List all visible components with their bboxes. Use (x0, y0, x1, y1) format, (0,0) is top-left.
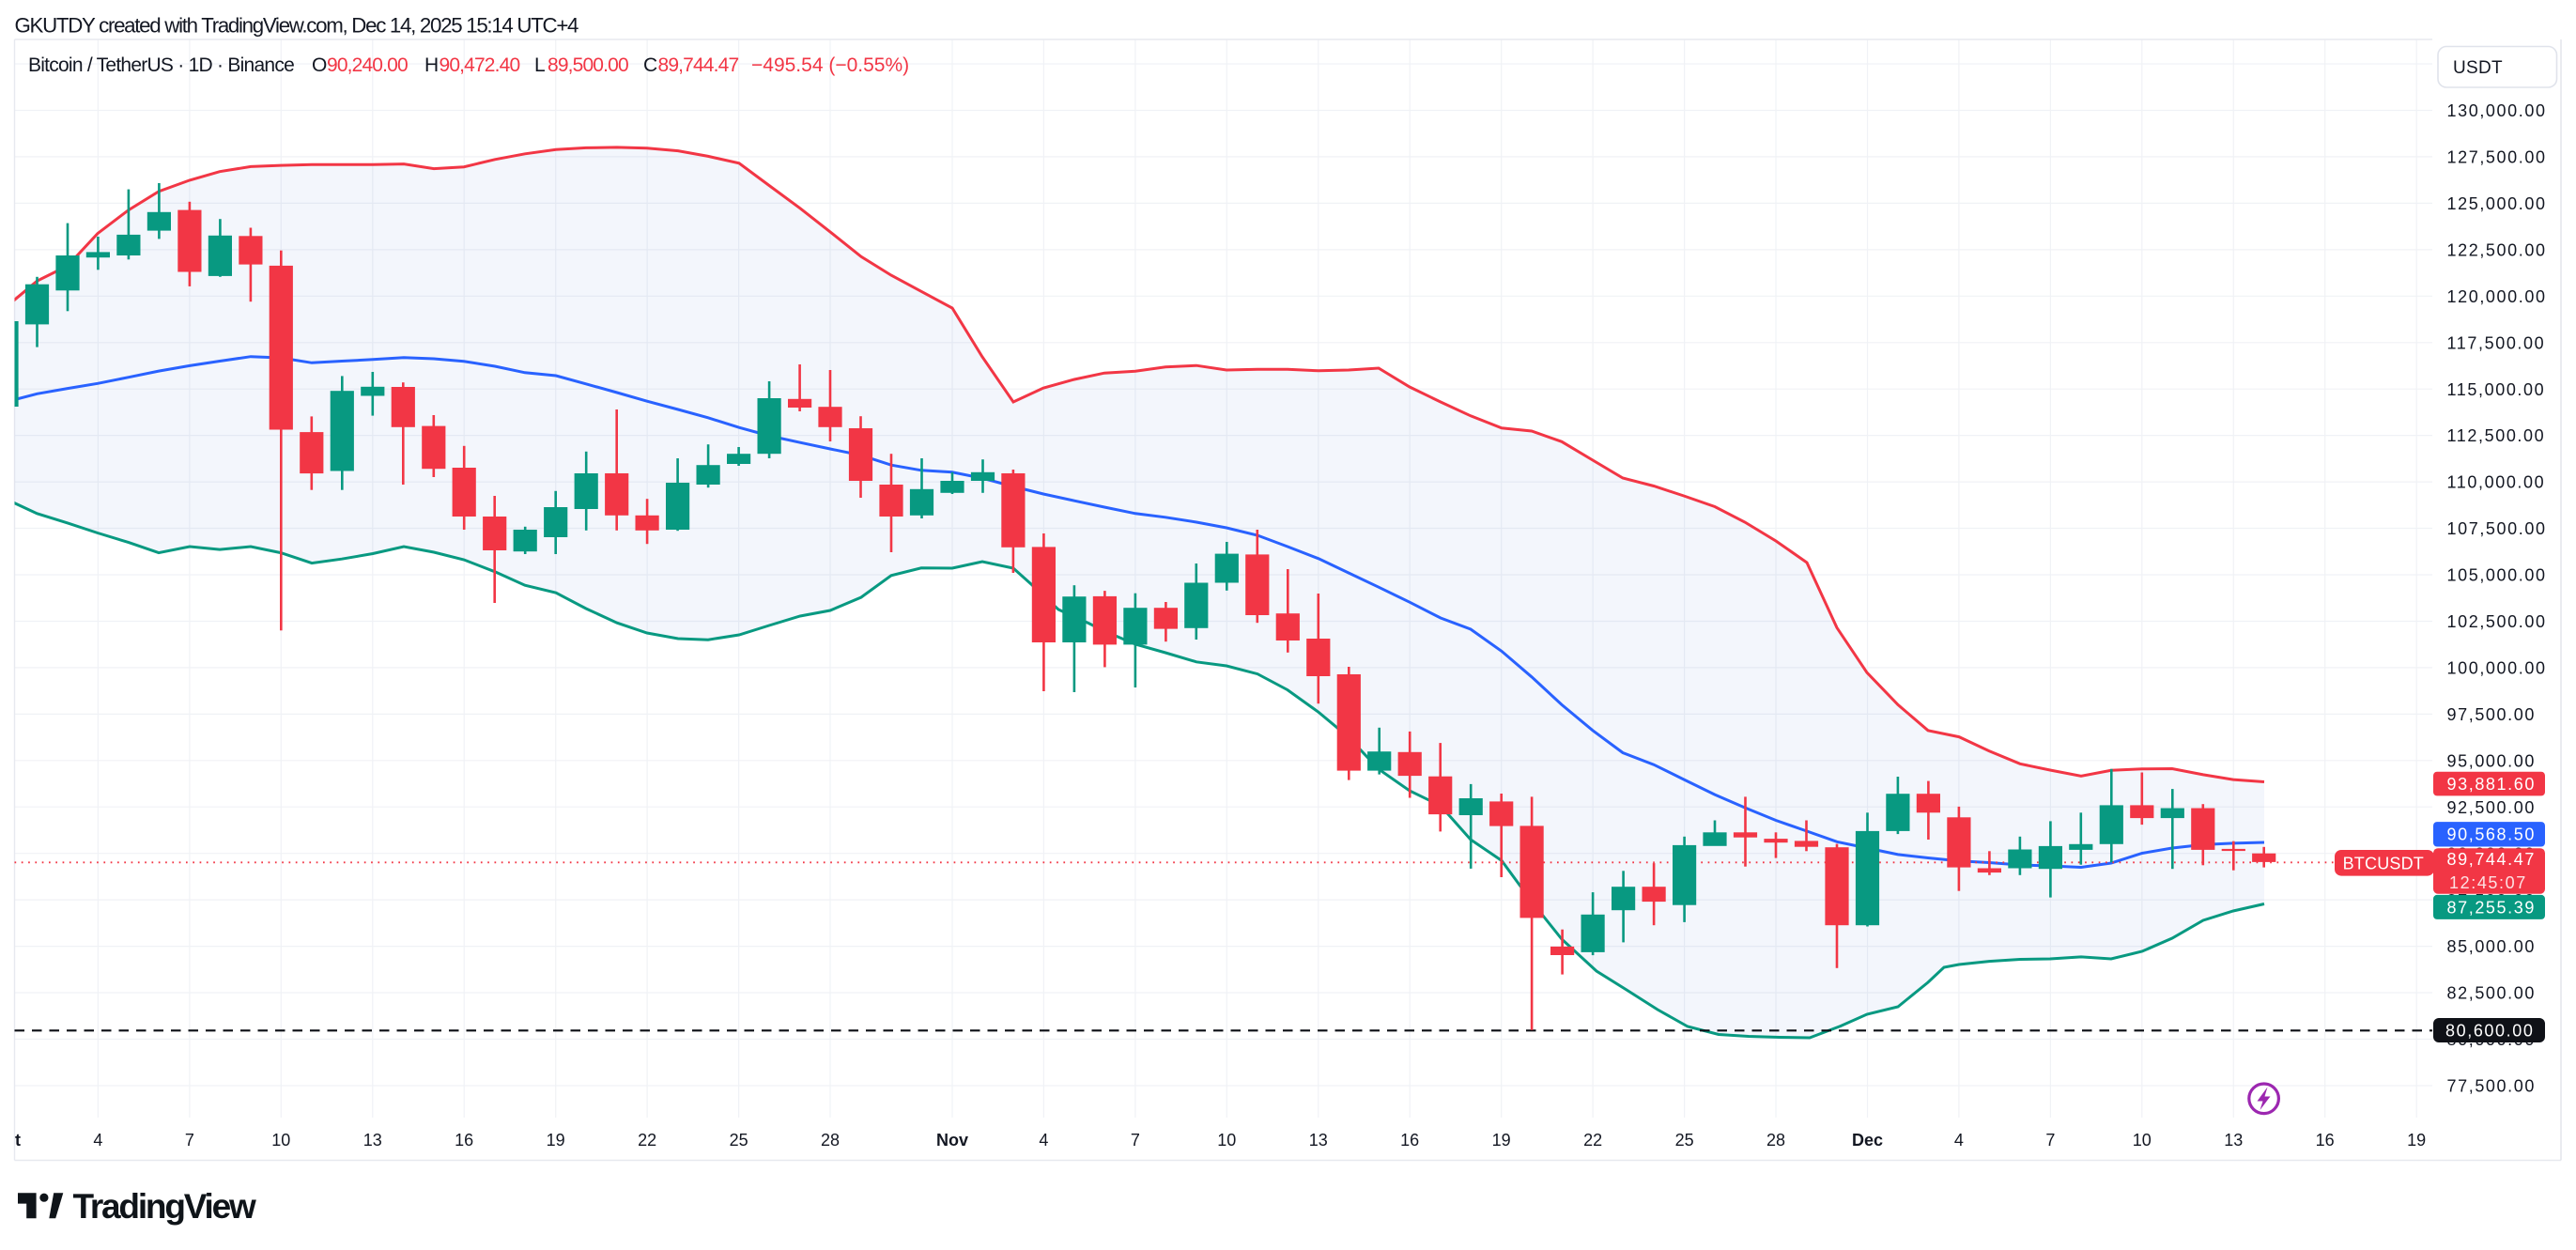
svg-text:102,500.00: 102,500.00 (2447, 612, 2547, 631)
svg-text:28: 28 (1766, 1131, 1785, 1150)
svg-text:19: 19 (547, 1131, 565, 1150)
svg-text:110,000.00: 110,000.00 (2447, 473, 2546, 492)
svg-text:89,500.00: 89,500.00 (548, 54, 628, 76)
svg-text:28: 28 (821, 1131, 840, 1150)
svg-text:115,000.00: 115,000.00 (2447, 380, 2546, 399)
svg-text:125,000.00: 125,000.00 (2447, 194, 2547, 213)
svg-text:Oct: Oct (0, 1131, 21, 1150)
svg-text:4: 4 (1039, 1131, 1048, 1150)
svg-text:BTCUSDT: BTCUSDT (2343, 854, 2424, 872)
svg-text:13: 13 (1309, 1131, 1328, 1150)
svg-text:25: 25 (1675, 1131, 1694, 1150)
svg-text:4: 4 (93, 1131, 102, 1150)
svg-text:−495.54 (−0.55%): −495.54 (−0.55%) (751, 54, 909, 76)
svg-text:TradingView: TradingView (73, 1187, 256, 1226)
svg-text:93,881.60: 93,881.60 (2447, 775, 2536, 794)
svg-text:112,500.00: 112,500.00 (2447, 426, 2546, 445)
svg-text:7: 7 (2045, 1131, 2055, 1150)
svg-text:25: 25 (730, 1131, 748, 1150)
svg-text:16: 16 (1400, 1131, 1419, 1150)
svg-text:12:45:07: 12:45:07 (2449, 873, 2527, 892)
svg-text:H: H (424, 54, 438, 76)
svg-text:130,000.00: 130,000.00 (2447, 101, 2547, 120)
svg-text:120,000.00: 120,000.00 (2447, 287, 2547, 306)
svg-text:C: C (643, 54, 657, 76)
svg-text:122,500.00: 122,500.00 (2447, 241, 2547, 260)
svg-text:87,255.39: 87,255.39 (2447, 898, 2536, 917)
svg-text:10: 10 (2133, 1131, 2152, 1150)
svg-text:O: O (312, 54, 327, 76)
svg-text:7: 7 (1131, 1131, 1140, 1150)
svg-text:107,500.00: 107,500.00 (2447, 519, 2547, 538)
svg-text:117,500.00: 117,500.00 (2447, 333, 2546, 352)
svg-text:90,472.40: 90,472.40 (440, 54, 520, 76)
svg-text:90,568.50: 90,568.50 (2447, 826, 2536, 844)
svg-text:GKUTDY created with TradingVie: GKUTDY created with TradingView.com, Dec… (15, 14, 579, 38)
svg-text:85,000.00: 85,000.00 (2447, 937, 2536, 956)
svg-text:19: 19 (2407, 1131, 2426, 1150)
svg-text:77,500.00: 77,500.00 (2447, 1077, 2536, 1096)
svg-text:Dec: Dec (1852, 1131, 1883, 1150)
svg-text:7: 7 (185, 1131, 194, 1150)
svg-text:22: 22 (638, 1131, 656, 1150)
svg-text:16: 16 (2316, 1131, 2335, 1150)
svg-text:90,240.00: 90,240.00 (327, 54, 408, 76)
svg-text:16: 16 (455, 1131, 473, 1150)
svg-text:89,744.47: 89,744.47 (2447, 850, 2536, 869)
svg-text:10: 10 (271, 1131, 290, 1150)
svg-text:92,500.00: 92,500.00 (2447, 798, 2536, 817)
svg-text:80,600.00: 80,600.00 (2445, 1022, 2534, 1041)
svg-text:19: 19 (1492, 1131, 1511, 1150)
svg-text:L: L (534, 54, 545, 76)
svg-text:USDT: USDT (2453, 58, 2503, 78)
svg-text:13: 13 (2224, 1131, 2243, 1150)
svg-text:97,500.00: 97,500.00 (2447, 705, 2536, 724)
svg-text:82,500.00: 82,500.00 (2447, 984, 2536, 1003)
svg-text:10: 10 (1217, 1131, 1236, 1150)
svg-text:100,000.00: 100,000.00 (2447, 659, 2547, 678)
svg-text:4: 4 (1954, 1131, 1964, 1150)
svg-text:105,000.00: 105,000.00 (2447, 566, 2547, 585)
svg-text:89,744.47: 89,744.47 (658, 54, 739, 76)
svg-text:22: 22 (1583, 1131, 1602, 1150)
svg-text:Bitcoin / TetherUS · 1D · Bina: Bitcoin / TetherUS · 1D · Binance (28, 54, 294, 76)
svg-text:13: 13 (363, 1131, 382, 1150)
svg-text:95,000.00: 95,000.00 (2447, 751, 2536, 770)
svg-text:127,500.00: 127,500.00 (2447, 148, 2547, 167)
svg-text:Nov: Nov (936, 1131, 968, 1150)
